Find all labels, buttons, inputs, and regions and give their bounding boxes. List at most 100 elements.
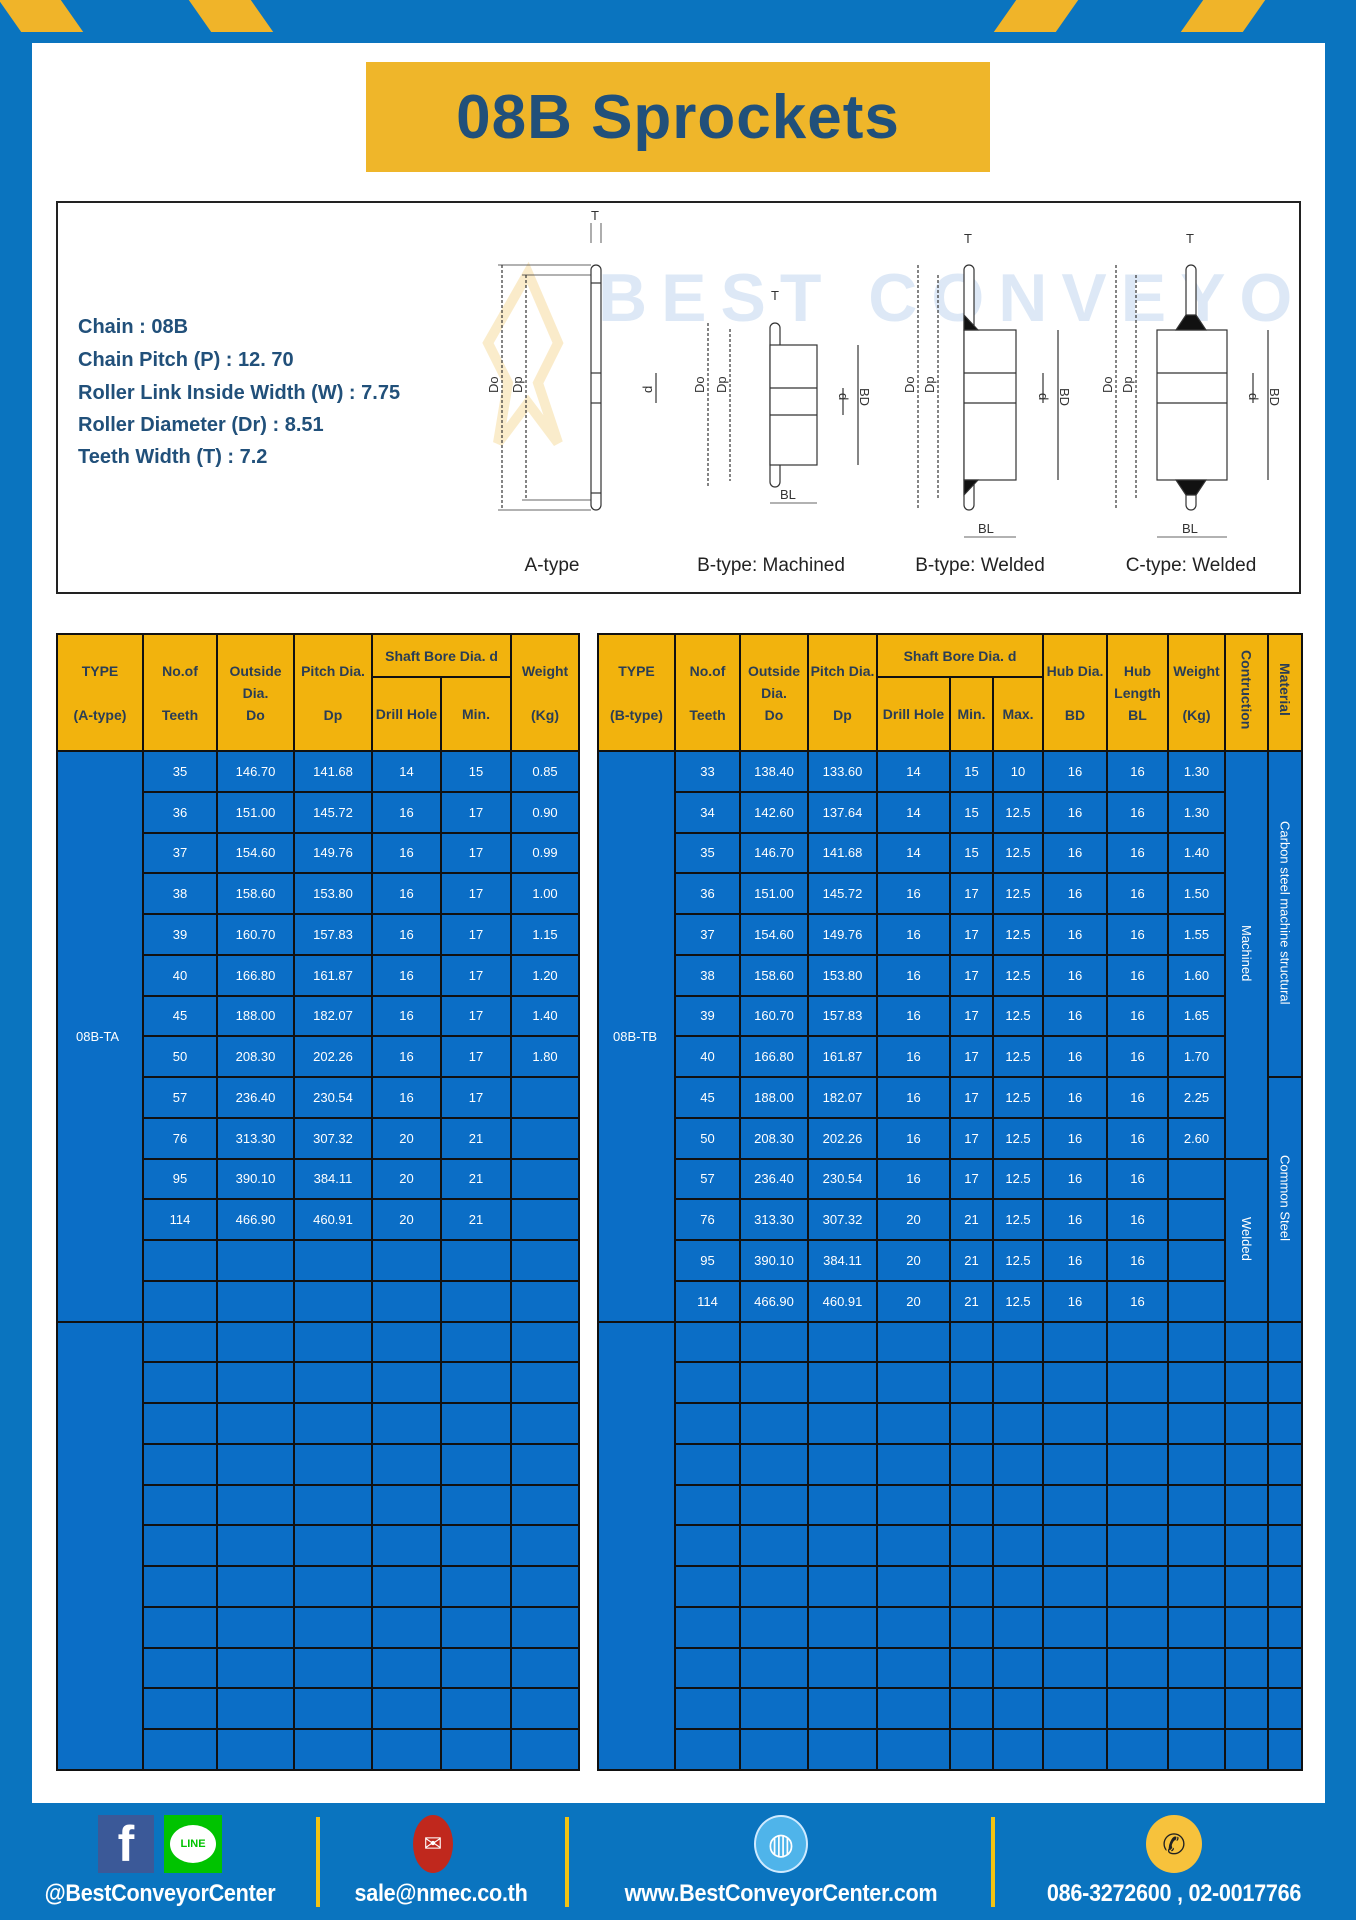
table-cell <box>510 1728 581 1771</box>
table-cell <box>510 1605 581 1649</box>
construction-cell: Machined <box>1224 750 1269 1160</box>
table-row: 08B-TB 33 138.40 133.60 14 15 10 16 16 1.30 Machin… <box>597 750 1303 1323</box>
decorative-stripe <box>188 0 274 32</box>
table-cell: 151.00 <box>216 790 295 834</box>
construction-cell <box>1224 1361 1269 1404</box>
phone-numbers[interactable]: 086-3272600 , 02-0017766 <box>1046 1880 1302 1907</box>
sprocket-drawings: BEST CONVEYOR CENTER <box>482 208 1299 538</box>
table-cell: 153.80 <box>293 872 373 915</box>
dim-label-do: Do <box>486 376 501 393</box>
table-cell: 166.80 <box>216 953 295 997</box>
table-cell <box>1167 1279 1226 1323</box>
table-cell <box>1167 1605 1226 1649</box>
dim-label-bl: BL <box>1182 521 1198 536</box>
material-cell <box>1267 1605 1303 1649</box>
page-title: 08B Sprockets <box>456 82 900 152</box>
email-link[interactable]: sale@nmec.co.th <box>354 1880 528 1907</box>
table-cell <box>142 1442 218 1486</box>
table-cell: 34 <box>674 790 741 834</box>
table-cell: 17 <box>949 872 994 915</box>
table-cell <box>510 1157 581 1201</box>
table-row: 50 208.30 202.26 16 17 1.80 <box>57 1035 581 1078</box>
table-cell: 236.40 <box>216 1076 295 1119</box>
table-cell <box>1106 1320 1169 1364</box>
table-cell: 17 <box>439 790 513 834</box>
table-cell <box>1167 1361 1226 1404</box>
table-cell <box>1042 1605 1108 1649</box>
table-cell <box>1042 1728 1108 1771</box>
table-cell: 16 <box>1042 953 1108 997</box>
table-cell: 137.64 <box>807 790 878 834</box>
email-icon[interactable]: ✉ <box>413 1815 453 1873</box>
table-cell <box>371 1320 442 1364</box>
table-row: 57 236.40 230.54 16 17 12.5 16 16 Welded <box>598 1157 1302 1323</box>
material-cell <box>1267 1361 1303 1404</box>
table-cell: 38 <box>142 872 218 915</box>
table-cell <box>216 1239 295 1282</box>
material-cell-text: Common Steel <box>1277 1154 1293 1241</box>
table-cell: 138.40 <box>739 750 809 793</box>
table-cell: 17 <box>439 953 513 997</box>
table-cell: 1.65 <box>1167 994 1226 1038</box>
table-cell <box>1106 1646 1169 1690</box>
table-cell <box>510 1483 581 1527</box>
dim-label-dp: Dp <box>1120 376 1135 393</box>
table-cell <box>1106 1361 1169 1404</box>
header-hub-dia: Hub Dia. BD <box>1042 633 1108 752</box>
table-row <box>57 1279 581 1323</box>
header-material: Material <box>1267 633 1303 752</box>
empty-table-row <box>57 1565 581 1608</box>
construction-cell <box>1224 1728 1269 1771</box>
empty-type-cell <box>597 1320 676 1771</box>
table-cell: 460.91 <box>807 1279 878 1323</box>
website-link[interactable]: www.BestConveyorCenter.com <box>624 1880 938 1907</box>
table-cell <box>439 1361 513 1404</box>
phone-icon[interactable]: ✆ <box>1146 1815 1202 1873</box>
table-cell <box>992 1687 1044 1730</box>
a-type-drawing <box>498 223 657 511</box>
table-cell: 151.00 <box>739 872 809 915</box>
social-handle[interactable]: @BestConveyorCenter <box>44 1880 276 1907</box>
table-cell: 17 <box>439 831 513 875</box>
table-cell: 14 <box>876 790 951 834</box>
table-cell <box>876 1687 951 1730</box>
table-cell <box>674 1442 741 1486</box>
table-cell: 145.72 <box>807 872 878 915</box>
line-icon[interactable]: LINE <box>164 1815 222 1873</box>
table-cell <box>949 1402 994 1445</box>
table-cell <box>992 1320 1044 1364</box>
table-row: 37 154.60 149.76 16 17 12.5 16 16 1.55 <box>598 913 1302 956</box>
table-cell: 2.25 <box>1167 1076 1226 1119</box>
material-cell <box>1267 1646 1303 1690</box>
material-cell: Common Steel <box>1267 1076 1303 1323</box>
table-cell: 182.07 <box>293 994 373 1038</box>
table-cell <box>674 1728 741 1771</box>
table-cell <box>293 1442 373 1486</box>
empty-table-row <box>598 1442 1303 1486</box>
table-cell: 16 <box>876 994 951 1038</box>
globe-icon[interactable]: ◍ <box>754 1815 808 1873</box>
table-cell <box>510 1646 581 1690</box>
header-drill-hole: Drill Hole <box>876 676 951 752</box>
b-type-spec-table: TYPE (B-type) No.of Teeth Outside Dia. Do Pi… <box>597 633 1303 1771</box>
table-cell <box>674 1320 741 1364</box>
table-cell <box>293 1565 373 1608</box>
table-cell <box>992 1361 1044 1404</box>
facebook-icon[interactable]: f <box>98 1815 154 1873</box>
table-cell <box>439 1483 513 1527</box>
table-cell <box>1106 1565 1169 1608</box>
table-cell: 17 <box>439 913 513 956</box>
empty-table-row <box>57 1646 581 1690</box>
empty-table-row <box>598 1646 1303 1690</box>
table-cell: 20 <box>371 1116 442 1160</box>
table-cell: 16 <box>1106 1198 1169 1241</box>
table-cell: 16 <box>1042 872 1108 915</box>
table-cell: 45 <box>674 1076 741 1119</box>
table-cell: 20 <box>371 1198 442 1241</box>
empty-table-row <box>598 1483 1303 1527</box>
table-cell: 1.15 <box>510 913 581 956</box>
table-cell: 50 <box>674 1116 741 1160</box>
material-cell <box>1267 1320 1303 1364</box>
table-cell <box>674 1483 741 1527</box>
table-row: 34 142.60 137.64 14 15 12.5 16 16 1.30 <box>598 790 1302 834</box>
